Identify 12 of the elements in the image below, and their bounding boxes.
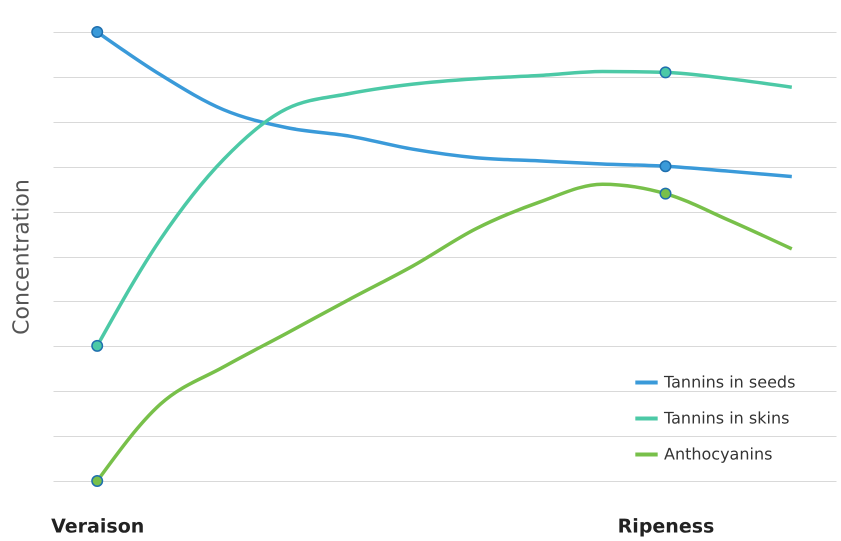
point — [660, 188, 672, 200]
point — [660, 66, 672, 78]
legend-label: Anthocyanins — [664, 444, 772, 464]
point — [91, 26, 104, 38]
point — [91, 475, 104, 487]
y-axis-title: Concentration — [10, 179, 34, 335]
legend-label: Tannins in skins — [663, 408, 790, 428]
x-tick-label: Veraison — [51, 516, 144, 538]
legend-label: Tannins in seeds — [663, 372, 796, 392]
point — [91, 340, 104, 352]
point — [660, 160, 672, 172]
x-tick-label: Ripeness — [618, 516, 714, 538]
